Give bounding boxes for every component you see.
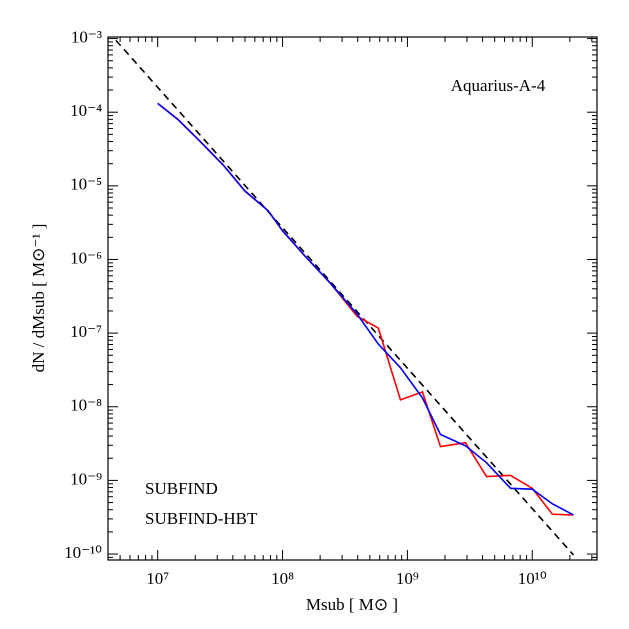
y-axis-label: dN / dMsub [ M⊙⁻¹ ] — [29, 224, 48, 373]
x-tick-label: 10⁸ — [271, 569, 294, 588]
legend-entry: SUBFIND — [145, 479, 218, 498]
x-tick-label: 10¹⁰ — [518, 569, 547, 588]
y-tick-label: 10⁻³ — [71, 27, 102, 46]
x-tick-label: 10⁷ — [146, 569, 169, 588]
annotation: Aquarius-A-4 — [451, 76, 546, 95]
y-tick-label: 10⁻¹⁰ — [64, 543, 102, 562]
x-tick-label: 10⁹ — [396, 569, 419, 588]
reference-line — [111, 37, 575, 556]
y-tick-label: 10⁻⁴ — [70, 101, 102, 120]
y-tick-label: 10⁻⁵ — [70, 175, 102, 194]
plot-area — [111, 37, 575, 556]
x-axis-label: Msub [ M⊙ ] — [306, 595, 398, 614]
plot-frame — [107, 36, 598, 561]
series-line — [157, 102, 574, 516]
y-tick-label: 10⁻⁸ — [70, 396, 102, 415]
y-tick-label: 10⁻⁷ — [70, 322, 102, 341]
legend-entry: SUBFIND-HBT — [145, 509, 258, 528]
y-tick-label: 10⁻⁶ — [70, 248, 102, 267]
series-line — [157, 102, 574, 516]
y-tick-label: 10⁻⁹ — [70, 469, 102, 488]
